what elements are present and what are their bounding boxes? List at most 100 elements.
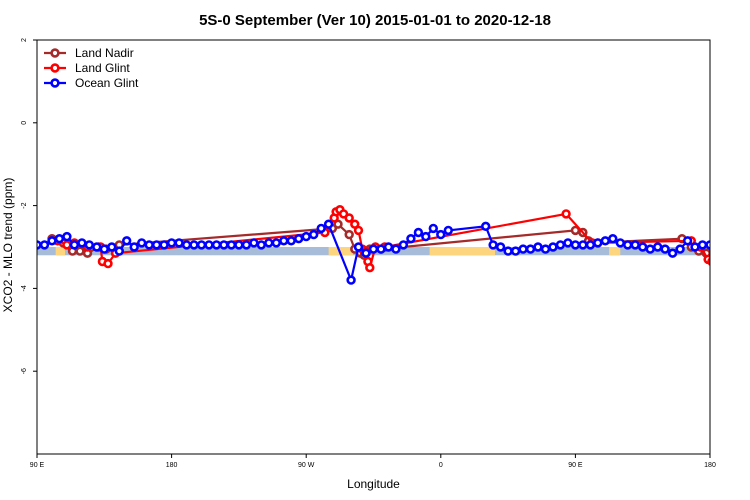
data-point [286, 236, 296, 246]
data-point [533, 242, 543, 252]
data-point [204, 240, 214, 250]
data-point [301, 231, 311, 242]
series-land-glint [52, 205, 729, 273]
data-point [365, 263, 375, 273]
data-point [344, 229, 354, 240]
data-point [555, 240, 566, 250]
y-axis-label: XCO2 - MLO trend (ppm) [1, 178, 15, 313]
data-point [391, 244, 401, 254]
data-point [709, 248, 710, 254]
data-point [733, 246, 740, 253]
legend-marker [50, 48, 60, 58]
data-point [548, 242, 558, 252]
data-point [241, 240, 252, 250]
data-point [488, 240, 498, 250]
data-point [189, 240, 199, 250]
legend-label: Land Glint [75, 61, 130, 75]
data-point [99, 244, 110, 254]
y-tick-label: 0 [21, 121, 28, 125]
y-axis: 2 0 -2 -4 -6 [21, 38, 37, 374]
data-point [737, 237, 744, 244]
data-point [561, 209, 571, 219]
x-tick-label: 90 E [568, 462, 583, 469]
data-point [744, 242, 750, 249]
x-axis: 90 E 180 90 W 0 90 E 180 [30, 454, 716, 469]
data-point [181, 240, 192, 250]
data-point [129, 242, 139, 252]
data-point [333, 219, 343, 229]
data-point [271, 238, 281, 248]
data-point [722, 248, 729, 255]
data-point [652, 242, 663, 252]
data-point [510, 246, 521, 256]
series-line [57, 208, 710, 272]
data-point [211, 240, 222, 250]
data-point [353, 242, 364, 252]
data-point [166, 238, 177, 248]
data-point [376, 244, 386, 254]
data-point [144, 240, 154, 250]
legend-marker [50, 63, 60, 73]
series-layer [37, 205, 750, 285]
data-point [54, 234, 65, 244]
data-point [578, 240, 588, 250]
data-point [600, 236, 610, 246]
data-point [436, 229, 446, 240]
data-point [667, 248, 678, 258]
data-point [570, 240, 581, 250]
data-point [264, 238, 274, 248]
data-point [323, 219, 334, 229]
data-point [159, 240, 169, 250]
data-point [495, 242, 506, 252]
data-point [690, 242, 700, 252]
data-point [725, 244, 732, 251]
data-point [383, 242, 394, 252]
data-point [729, 242, 736, 249]
legend-item: Ocean Glint [44, 76, 139, 90]
x-tick-label: 180 [704, 462, 716, 469]
y-tick-label: -6 [21, 368, 28, 374]
land-surface-segment [609, 247, 621, 256]
legend-item: Land Nadir [44, 46, 134, 60]
data-point [428, 223, 438, 234]
data-point [608, 234, 618, 244]
data-point [525, 244, 536, 254]
data-point [660, 244, 670, 254]
data-point [62, 240, 72, 250]
data-point [675, 244, 685, 254]
data-point [137, 238, 147, 248]
data-point [151, 240, 162, 250]
data-point [279, 236, 289, 246]
data-point [226, 240, 237, 250]
data-point [518, 244, 528, 254]
data-point [344, 213, 354, 223]
land-surface-segment [328, 247, 353, 256]
legend-marker [50, 78, 60, 88]
data-point [637, 242, 648, 252]
data-point [121, 236, 132, 246]
data-point [481, 221, 491, 232]
data-point [421, 231, 431, 242]
data-point [103, 258, 113, 269]
legend-label: Land Nadir [75, 46, 134, 60]
data-point [585, 240, 596, 250]
data-point [722, 242, 729, 249]
legend-label: Ocean Glint [75, 76, 139, 90]
data-point [346, 275, 356, 285]
land-surface-segment [55, 247, 66, 256]
data-point [92, 242, 102, 252]
data-point [630, 240, 640, 250]
data-point [84, 240, 95, 250]
x-tick-label: 180 [166, 462, 178, 469]
data-point [622, 240, 633, 250]
data-point [77, 238, 87, 248]
plot-frame [36, 39, 711, 455]
data-point [62, 231, 72, 242]
data-point [69, 240, 80, 250]
data-point [645, 244, 655, 254]
x-tick-label: 0 [439, 462, 443, 469]
data-point [249, 238, 259, 248]
data-point [398, 240, 409, 250]
y-tick-label: -2 [21, 202, 28, 208]
y-tick-label: 2 [21, 38, 28, 42]
